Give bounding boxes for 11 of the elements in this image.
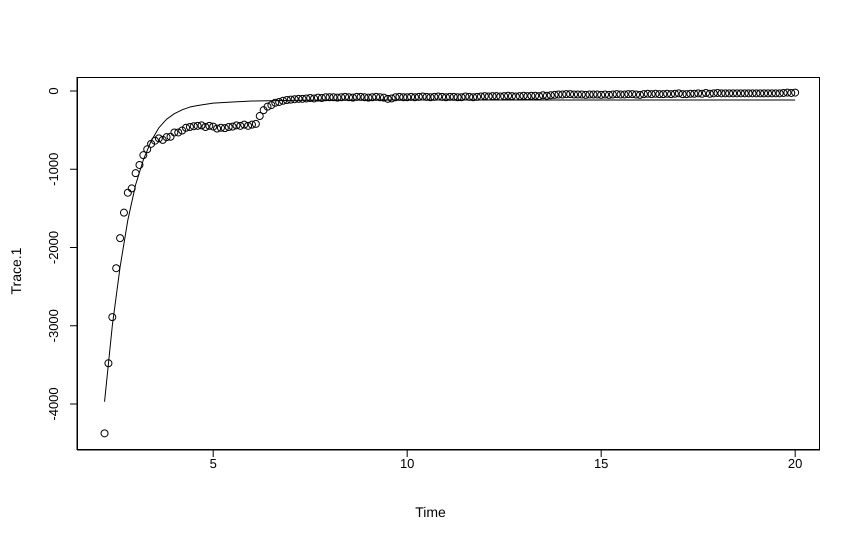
y-tick-label: -4000 [46,387,61,421]
y-tick-label: -2000 [46,230,61,264]
x-tick-label: 10 [400,456,414,472]
y-axis-title: Trace.1 [8,246,24,296]
x-tick-label: 5 [210,456,217,472]
y-tick-label: 0 [46,87,61,95]
y-tick-label: -1000 [46,152,61,186]
x-axis-title: Time [414,504,447,520]
x-tick-label: 15 [594,456,608,472]
x-tick-label: 20 [788,456,802,472]
y-tick-label: -3000 [46,309,61,342]
